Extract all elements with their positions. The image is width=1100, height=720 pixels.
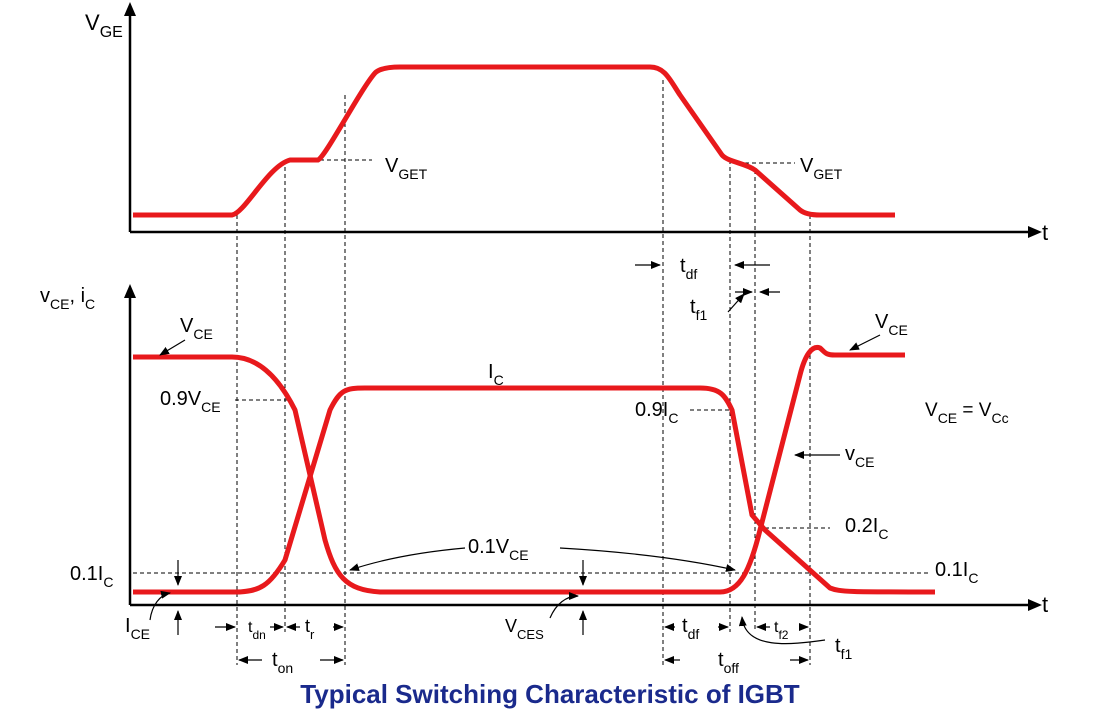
label-subscript: C	[103, 574, 113, 590]
label-vce-01: 0.1VCE	[468, 536, 529, 563]
label-toff: toff	[718, 649, 739, 676]
label-subscript: r	[310, 627, 315, 642]
label-subscript: C	[668, 410, 678, 426]
label-vce-small: vCE	[845, 443, 874, 470]
label-subscript: off	[724, 660, 739, 676]
label-subscript: CE	[509, 547, 528, 563]
label-subscript: Cc	[991, 410, 1008, 426]
label-text: 0.2I	[845, 515, 878, 537]
label-text: V	[85, 10, 100, 35]
label-text: I	[488, 361, 494, 383]
label-subscript: df	[686, 266, 698, 282]
label-vce-09: 0.9VCE	[160, 388, 221, 415]
label-subscript: C	[85, 296, 95, 312]
label-text: 0.9V	[160, 388, 202, 410]
label-text: , i	[69, 285, 85, 307]
bottom-axes	[128, 292, 1035, 607]
label-text: V	[800, 155, 814, 177]
label-vce-1: VCE	[180, 315, 213, 342]
label-tf1: tf1	[835, 635, 852, 662]
label-ic: IC	[488, 361, 504, 388]
label-ic-09: 0.9IC	[635, 399, 678, 426]
label-subscript: GET	[813, 166, 842, 182]
guide-lines	[133, 80, 930, 665]
label-t-bottom: t	[1042, 592, 1048, 617]
label-tf2: tf2	[774, 619, 789, 642]
label-subscript: CE	[201, 399, 220, 415]
annotation-arrows	[149, 261, 881, 664]
label-subscript: CE	[131, 626, 150, 642]
vge-waveform	[133, 64, 895, 218]
label-text: 0.1V	[468, 536, 510, 558]
label-vce-ic: vCE, iC	[40, 285, 95, 312]
label-subscript: CE	[50, 296, 69, 312]
label-vget-2: VGET	[800, 155, 843, 182]
top-axes	[128, 10, 1035, 234]
label-subscript: f1	[841, 646, 853, 662]
label-text: t	[1042, 592, 1048, 617]
label-ic-01-left: 0.1IC	[70, 563, 113, 590]
label-subscript: CE	[938, 410, 957, 426]
label-text: 0.1I	[935, 559, 968, 581]
label-vge: VGE	[85, 10, 123, 41]
label-ic-01-right: 0.1IC	[935, 559, 978, 586]
label-text: t	[835, 635, 841, 657]
label-text: = V	[957, 400, 992, 421]
ic-waveform	[133, 385, 936, 595]
label-ic-02: 0.2IC	[845, 515, 888, 542]
label-subscript: GE	[100, 24, 123, 41]
label-text: 0.9I	[635, 399, 668, 421]
label-subscript: C	[494, 372, 504, 388]
label-subscript: f1	[696, 307, 708, 323]
label-text: t	[305, 616, 310, 636]
label-subscript: on	[278, 660, 294, 676]
label-vces: VCES	[505, 616, 544, 642]
label-text: t	[1042, 220, 1048, 245]
label-tr: tr	[305, 616, 315, 642]
label-text: t	[682, 615, 688, 637]
label-vce-eq: VCE = VCc	[925, 400, 1009, 426]
label-text: V	[875, 311, 889, 333]
label-text: t	[680, 255, 686, 277]
label-tdf-top: tdf	[680, 255, 697, 282]
label-tf1-top: tf1	[690, 296, 707, 323]
label-text: v	[40, 285, 50, 307]
label-subscript: CES	[517, 627, 544, 642]
label-text: V	[505, 616, 517, 636]
label-vget-1: VGET	[385, 155, 428, 182]
label-text: t	[248, 619, 253, 636]
label-text: t	[690, 296, 696, 318]
label-text: V	[385, 155, 399, 177]
label-text: t	[718, 649, 724, 671]
top-axis-arrows	[124, 2, 1042, 238]
label-subscript: dn	[252, 628, 265, 642]
label-tdf: tdf	[682, 615, 699, 642]
label-text: V	[925, 400, 938, 421]
label-text: t	[272, 649, 278, 671]
label-text: v	[845, 443, 855, 465]
label-ton: ton	[272, 649, 293, 676]
label-subscript: GET	[398, 166, 427, 182]
label-tdn: tdn	[248, 619, 266, 642]
label-subscript: C	[968, 570, 978, 586]
title: Typical Switching Characteristic of IGBT	[300, 679, 800, 709]
label-text: I	[125, 615, 131, 637]
label-subscript: CE	[888, 322, 907, 338]
label-subscript: CE	[193, 326, 212, 342]
vce-waveform	[133, 345, 905, 595]
label-subscript: f2	[778, 628, 788, 642]
label-text: t	[774, 619, 779, 636]
label-subscript: C	[878, 526, 888, 542]
label-subscript: df	[688, 626, 700, 642]
label-vce-2: VCE	[875, 311, 908, 338]
label-t-top: t	[1042, 220, 1048, 245]
label-text: 0.1I	[70, 563, 103, 585]
label-text: V	[180, 315, 194, 337]
label-subscript: CE	[855, 454, 874, 470]
label-ice: ICE	[125, 615, 150, 642]
